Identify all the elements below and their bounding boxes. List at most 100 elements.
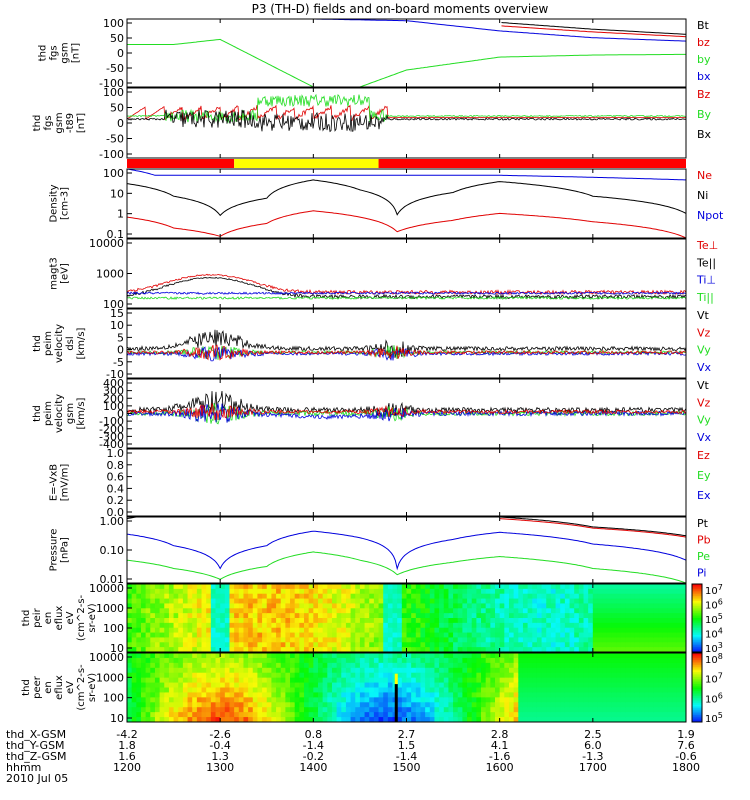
heatmap-cell [322, 608, 328, 614]
y-axis-label-line: (cm^2-s- [76, 594, 87, 641]
heatmap-cell [672, 657, 678, 664]
y-tick-label: 300 [103, 385, 124, 398]
heatmap-cell [611, 642, 617, 648]
heatmap-cell [299, 632, 305, 639]
heatmap-cell [145, 627, 151, 634]
heatmap-cell [611, 677, 617, 684]
heatmap-cell [364, 647, 370, 652]
heatmap-cell [136, 682, 142, 689]
heatmap-cell [481, 677, 487, 684]
heatmap-cell [681, 687, 686, 694]
heatmap-cell [331, 603, 338, 609]
y-axis-label: thd fgs gsm [nT] [38, 42, 82, 63]
heatmap-cell [490, 692, 496, 698]
legend-entry: by [697, 53, 711, 66]
heatmap-cell [681, 608, 686, 614]
heatmap-cell [653, 717, 659, 722]
heatmap-cell [513, 717, 519, 722]
heatmap-cell [299, 707, 305, 713]
heatmap-cell [145, 632, 151, 639]
heatmap-cell [317, 657, 324, 664]
heatmap-cell [546, 697, 552, 703]
heatmap-cell [201, 584, 207, 590]
heatmap-cell [411, 697, 417, 703]
heatmap-cell [583, 717, 589, 722]
heatmap-cell [387, 588, 394, 595]
heatmap-cell [429, 598, 436, 605]
heatmap-cell [201, 712, 207, 718]
heatmap-cell [658, 702, 664, 708]
heatmap-cell [168, 677, 175, 684]
heatmap-cell [387, 702, 394, 708]
heatmap-cell [653, 608, 659, 614]
heatmap-cell [322, 682, 328, 689]
y-tick-label: -5 [113, 356, 124, 369]
heatmap-cell [210, 657, 217, 664]
heatmap-cell [453, 632, 459, 639]
heatmap-cell [383, 593, 389, 600]
heatmap-cell [387, 603, 394, 609]
heatmap-cell [327, 682, 333, 689]
heatmap-cell [658, 603, 664, 609]
y-tick-label: 10 [110, 712, 124, 725]
heatmap-cell [378, 653, 384, 659]
heatmap-cell [234, 687, 240, 694]
heatmap-cell [606, 603, 613, 609]
heatmap-cell [243, 632, 249, 639]
heatmap-cell [345, 613, 352, 619]
heatmap-cell [564, 692, 571, 698]
heatmap-cell [406, 584, 412, 590]
heatmap-cell [616, 653, 622, 659]
heatmap-cell [257, 593, 263, 600]
heatmap-cell [299, 598, 305, 605]
heatmap-cell [280, 632, 286, 639]
heatmap-cell [178, 637, 184, 643]
heatmap-cell [308, 712, 314, 718]
heatmap-cell [653, 647, 659, 652]
heatmap-cell [578, 657, 585, 664]
heatmap-cell [662, 584, 668, 590]
heatmap-cell [331, 637, 338, 643]
heatmap-cell [229, 702, 235, 708]
heatmap-cell [257, 603, 263, 609]
heatmap-cell [397, 697, 403, 703]
heatmap-cell [290, 702, 296, 708]
heatmap-cell [457, 662, 463, 669]
heatmap-cell [187, 647, 193, 652]
heatmap-cell [164, 622, 170, 629]
heatmap-cell [518, 682, 524, 689]
heatmap-cell [644, 642, 650, 648]
heatmap-cell [192, 647, 198, 652]
heatmap-cell [369, 653, 375, 659]
y-axis-label: E=-VxB [mV/m] [49, 464, 71, 502]
heatmap-cell [644, 677, 650, 684]
heatmap-cell [317, 584, 324, 590]
heatmap-cell [313, 647, 319, 652]
heatmap-cell [662, 637, 668, 643]
heatmap-cell [206, 682, 212, 689]
heatmap-cell [485, 588, 491, 595]
heatmap-cell [257, 657, 263, 664]
heatmap-cell [252, 608, 259, 614]
heatmap-cell [415, 712, 422, 718]
colorbar-cell [692, 653, 702, 656]
heatmap-cell [681, 642, 686, 648]
heatmap-cell [481, 622, 487, 629]
heatmap-cell [257, 637, 263, 643]
heatmap-cell [387, 584, 394, 590]
heatmap-cell [187, 712, 193, 718]
plot-area [127, 19, 686, 87]
heatmap-cell [294, 593, 300, 600]
heatmap-cell [569, 632, 575, 639]
heatmap-cell [597, 653, 603, 659]
heatmap-cell [462, 653, 468, 659]
heatmap-cell [345, 603, 352, 609]
heatmap-cell [369, 584, 375, 590]
heatmap-cell [425, 672, 431, 679]
heatmap-cell [350, 618, 356, 624]
heatmap-cell [369, 613, 375, 619]
plot-area [127, 390, 686, 425]
heatmap-cell [508, 584, 515, 590]
heatmap-cell [131, 682, 137, 689]
